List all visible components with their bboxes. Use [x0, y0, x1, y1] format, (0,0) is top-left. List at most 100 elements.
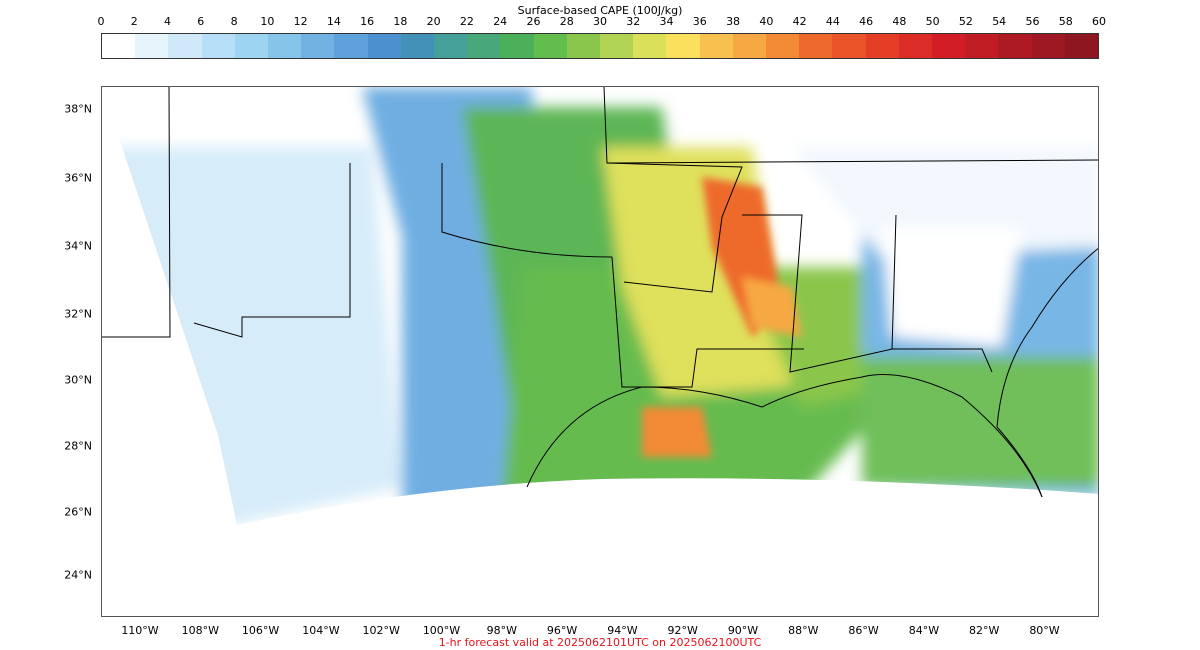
lat-label: 24°N [64, 568, 92, 582]
cape-field-green-gulf [862, 357, 1098, 487]
borders [102, 87, 1098, 498]
colorbar-tick-label: 22 [459, 15, 474, 28]
colorbar-tick-label: 6 [197, 15, 205, 28]
cape-map [102, 87, 1098, 525]
colorbar-tick-label: 46 [859, 15, 874, 28]
state-border-tx-ok [193, 163, 351, 338]
colorbar-swatch: #c01c24 [965, 34, 999, 58]
colorbar-swatch: #f8c04e [699, 34, 733, 58]
colorbar-swatch: #9dd4f1 [234, 34, 269, 58]
lat-label: 28°N [64, 439, 92, 453]
colorbar-swatch: #d21c26 [932, 34, 966, 58]
cape-max-gulf [642, 407, 712, 457]
colorbar-tick-label: 10 [260, 15, 275, 28]
lon-label: 102°W [362, 624, 400, 637]
colorbar-swatch: #f28a36 [766, 34, 800, 58]
colorbar-tick-label: 20 [426, 15, 441, 28]
colorbar-tick-label: 2 [130, 15, 138, 28]
colorbar-swatch: #8e1620 [1064, 34, 1099, 58]
colorbar-tick-label: 28 [559, 15, 574, 28]
colorbar-ticks: 0 2 4 6 8 10 12 14 16 18 20 22 24 26 28 30 32 34 36 38 40 42 4… [97, 15, 1107, 33]
colorbar-title: Surface-based CAPE (100J/kg) [517, 4, 683, 17]
cape-field-white-tn [792, 147, 1098, 257]
colorbar-swatch: #b6def6 [201, 34, 235, 58]
colorbar-tick-label: 26 [526, 15, 541, 28]
colorbar-tick-label: 4 [164, 15, 172, 28]
colorbar-tick-label: 34 [659, 15, 674, 28]
lon-label: 106°W [241, 624, 280, 637]
colorbar-swatch: #63bd4c [533, 34, 567, 58]
lon-label: 96°W [546, 624, 578, 637]
colorbar-swatch: #ad1a23 [998, 34, 1032, 58]
forecast-valid-caption: 1-hr forecast valid at 2025062101UTC on … [438, 636, 762, 649]
coastline-atlantic [996, 247, 1098, 498]
colorbar-tick-label: 30 [593, 15, 607, 28]
colorbar-tick-label: 50 [925, 15, 940, 28]
colorbar-tick-label: 52 [958, 15, 973, 28]
lon-label: 108°W [181, 624, 219, 637]
lon-label: 98°W [486, 624, 517, 637]
state-border-tn [606, 159, 1098, 164]
colorbar-swatch: #b1d354 [600, 34, 634, 58]
colorbar-swatch: #e6f4fc [135, 34, 169, 58]
lon-label: 110°W [121, 624, 159, 637]
lat-label: 34°N [64, 239, 92, 253]
colorbar-swatch: #4d90cf [367, 34, 401, 58]
state-border-ga-fl [892, 348, 993, 373]
colorbar-tick-label: 42 [792, 15, 807, 28]
cape-max-delta [742, 277, 802, 337]
lat-label: 36°N [64, 171, 92, 185]
colorbar-swatch: #dbe05b [633, 34, 667, 58]
map-panel [101, 86, 1099, 617]
lon-label: 94°W [607, 624, 638, 637]
lon-label: 104°W [302, 624, 340, 637]
lon-label: 86°W [848, 624, 879, 637]
colorbar-swatch: #4390b8 [400, 34, 435, 58]
lon-label: 88°W [788, 624, 819, 637]
lat-label: 26°N [64, 505, 92, 519]
state-border-ms-al [742, 214, 897, 373]
colorbar-tick-label: 14 [326, 15, 341, 28]
colorbar-tick-label: 36 [692, 15, 707, 28]
colorbar-tick-label: 16 [360, 15, 375, 28]
state-border-nm-ok [102, 87, 171, 338]
colorbar-tick-label: 58 [1058, 15, 1073, 28]
colorbar-tick-label: 8 [230, 15, 238, 28]
colorbar-swatch: #e43e26 [865, 34, 899, 58]
lon-label: 100°W [422, 624, 461, 637]
lat-label: 32°N [64, 307, 92, 321]
colorbar-tick-label: 0 [97, 15, 105, 28]
colorbar-swatch: #ea5428 [832, 34, 866, 58]
colorbar-tick-label: 32 [626, 15, 641, 28]
colorbar-tick-label: 56 [1025, 15, 1040, 28]
colorbar-tick-label: 48 [892, 15, 907, 28]
colorbar-tick-label: 40 [759, 15, 774, 28]
lon-label: 84°W [908, 624, 940, 637]
colorbar-tick-label: 18 [393, 15, 408, 28]
colorbar-tick-label: 12 [293, 15, 308, 28]
colorbar-tick-label: 38 [726, 15, 741, 28]
lon-label: 90°W [727, 624, 759, 637]
colorbar-swatch: #9d1822 [1031, 34, 1065, 58]
colorbar-swatch: #ffffff [102, 34, 136, 58]
lat-label: 30°N [64, 373, 92, 387]
colorbar-swatch: #8bc64c [566, 34, 601, 58]
colorbar-swatch: #dc2c26 [898, 34, 933, 58]
state-border-la [611, 256, 804, 388]
colorbar-swatch: #45a09a [434, 34, 468, 58]
colorbar-swatch: #cfe9f8 [168, 34, 202, 58]
lon-label: 82°W [969, 624, 1000, 637]
lon-label: 80°W [1029, 624, 1060, 637]
cape-field [102, 87, 1098, 525]
colorbar: #ffffff#e6f4fc#cfe9f8#b6def6#9dd4f1#87c4… [101, 33, 1099, 59]
coastline-gulf [526, 374, 1043, 498]
colorbar-swatch: #f6a842 [732, 34, 767, 58]
lon-label: 92°W [667, 624, 698, 637]
colorbar-tick-label: 60 [1092, 15, 1106, 28]
colorbar-swatch: #4caf5a [500, 34, 534, 58]
lat-label: 38°N [64, 102, 92, 116]
colorbar-swatch: #87c4ea [268, 34, 302, 58]
colorbar-tick-label: 24 [493, 15, 508, 28]
colorbar-tick-label: 54 [992, 15, 1007, 28]
state-border-ar [603, 87, 743, 293]
